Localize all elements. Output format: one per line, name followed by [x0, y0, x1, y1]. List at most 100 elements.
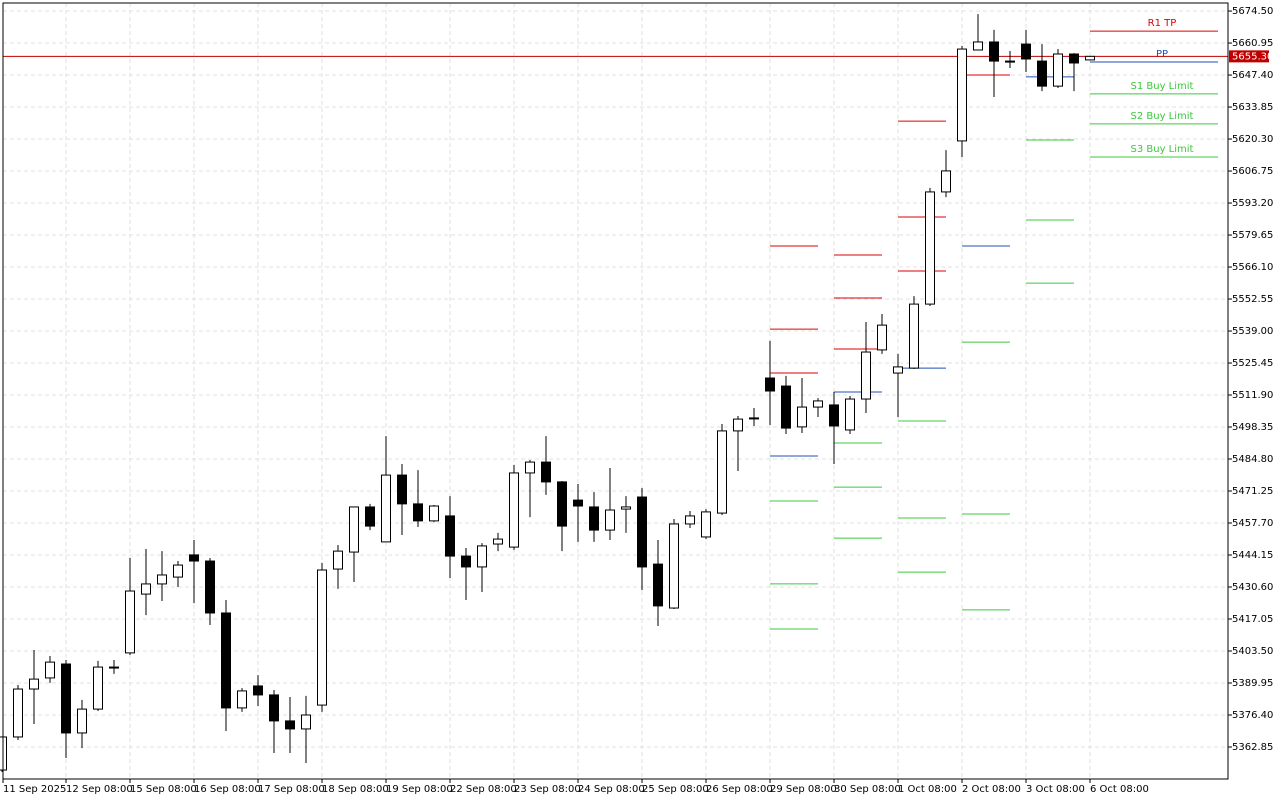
- candle-body: [317, 569, 327, 706]
- candle-body: [237, 690, 247, 709]
- candle-body: [621, 506, 631, 510]
- candle-body: [1021, 43, 1031, 60]
- candle-body: [205, 560, 215, 614]
- y-tick-label: 5403.50: [1232, 646, 1273, 657]
- candle-body: [141, 583, 151, 595]
- candle-body: [525, 461, 535, 474]
- candle-body: [589, 506, 599, 531]
- candle-body: [1069, 53, 1079, 64]
- candle-body: [269, 694, 279, 722]
- candle-body: [541, 461, 551, 483]
- y-tick-label: 5674.50: [1232, 6, 1273, 17]
- candle-body: [669, 523, 679, 609]
- y-tick-label: 5566.10: [1232, 262, 1273, 273]
- y-tick-label: 5430.60: [1232, 582, 1273, 593]
- x-tick-label: 29 Sep 08:00: [770, 784, 837, 795]
- candle-body: [221, 612, 231, 709]
- candle-body: [349, 506, 359, 553]
- level-label: PP: [1156, 49, 1168, 60]
- x-tick-label: 12 Sep 08:00: [66, 784, 133, 795]
- candle-body: [893, 366, 903, 374]
- y-tick-label: 5552.55: [1232, 294, 1273, 305]
- x-tick-label: 6 Oct 08:00: [1090, 784, 1149, 795]
- y-tick-label: 5498.35: [1232, 422, 1273, 433]
- x-tick-label: 26 Sep 08:00: [706, 784, 773, 795]
- x-tick-label: 23 Sep 08:00: [514, 784, 581, 795]
- axes: 5674.50 5660.95 5647.40 5633.85 5620.30 5606.…: [2, 6, 1273, 795]
- y-tick-label: 5525.45: [1232, 358, 1273, 369]
- candle-body: [77, 708, 87, 734]
- candle-body: [957, 48, 967, 142]
- candle-body: [909, 303, 919, 369]
- candle-body: [397, 474, 407, 505]
- candle-body: [173, 564, 183, 578]
- candle-body: [365, 506, 375, 527]
- grid: [3, 3, 1228, 779]
- x-tick-label: 2 Oct 08:00: [962, 784, 1021, 795]
- x-tick-label: 11 Sep 2025: [3, 784, 66, 795]
- candle-body: [973, 41, 983, 51]
- x-tick-label: 15 Sep 08:00: [130, 784, 197, 795]
- y-tick-label: 5579.65: [1232, 230, 1273, 241]
- candle-body: [285, 720, 295, 730]
- candle-body: [701, 511, 711, 538]
- x-tick-label: 22 Sep 08:00: [450, 784, 517, 795]
- y-tick-label: 5376.40: [1232, 710, 1273, 721]
- x-tick-label: 24 Sep 08:00: [578, 784, 645, 795]
- x-tick-label: 17 Sep 08:00: [258, 784, 325, 795]
- x-tick-label: 30 Sep 08:00: [834, 784, 901, 795]
- candle-body: [45, 661, 55, 679]
- candle-body: [333, 550, 343, 570]
- candle-body: [925, 191, 935, 305]
- y-tick-label: 5444.15: [1232, 550, 1273, 561]
- y-tick-label: 5389.95: [1232, 678, 1273, 689]
- y-tick-label: 5620.30: [1232, 134, 1273, 145]
- plot: R1 TP PP S1 Buy Limit S2 Buy Limit S3 Buy Li…: [0, 14, 1228, 772]
- candle-body: [445, 515, 455, 557]
- candle-body: [93, 666, 103, 710]
- candle-body: [765, 377, 775, 392]
- candle-body: [461, 555, 471, 568]
- x-tick-label: 19 Sep 08:00: [386, 784, 453, 795]
- y-tick-label: 5471.25: [1232, 486, 1273, 497]
- candle-body: [797, 406, 807, 428]
- candle-body: [717, 430, 727, 514]
- plot-frame: [2, 2, 1229, 780]
- candle-body: [813, 400, 823, 408]
- candle-body: [381, 474, 391, 543]
- x-tick-label: 1 Oct 08:00: [898, 784, 957, 795]
- x-tick-label: 25 Sep 08:00: [642, 784, 709, 795]
- candle-body: [189, 554, 199, 562]
- y-tick-label: 5647.40: [1232, 70, 1273, 81]
- candle-body: [29, 678, 39, 690]
- candle-body: [653, 563, 663, 607]
- candle-body: [125, 590, 135, 654]
- candle-body: [861, 351, 871, 400]
- candle-body: [253, 685, 263, 696]
- y-tick-label: 5539.00: [1232, 326, 1273, 337]
- level-label: R1 TP: [1148, 18, 1177, 29]
- candle-body: [781, 385, 791, 429]
- candle-body: [845, 398, 855, 431]
- x-tick-label: 3 Oct 08:00: [1026, 784, 1085, 795]
- candle-body: [413, 503, 423, 522]
- candle-body: [301, 714, 311, 730]
- x-tick-label: 18 Sep 08:00: [322, 784, 389, 795]
- candle-body: [157, 574, 167, 585]
- candle-body: [1037, 60, 1047, 87]
- y-tick-label: 5511.90: [1232, 390, 1273, 401]
- level-label: S3 Buy Limit: [1131, 144, 1194, 155]
- candle-body: [573, 499, 583, 507]
- candle-body: [1053, 53, 1063, 87]
- candle-body: [989, 41, 999, 62]
- y-tick-label: 5593.20: [1232, 198, 1273, 209]
- candle-body: [477, 545, 487, 568]
- y-tick-label: 5484.80: [1232, 454, 1273, 465]
- candle-body: [1085, 55, 1095, 61]
- level-label: S1 Buy Limit: [1131, 81, 1194, 92]
- candle-body: [749, 417, 759, 420]
- current-price-label: 5655.30: [1232, 51, 1273, 62]
- level-label: S2 Buy Limit: [1131, 111, 1194, 122]
- candle-body: [941, 170, 951, 193]
